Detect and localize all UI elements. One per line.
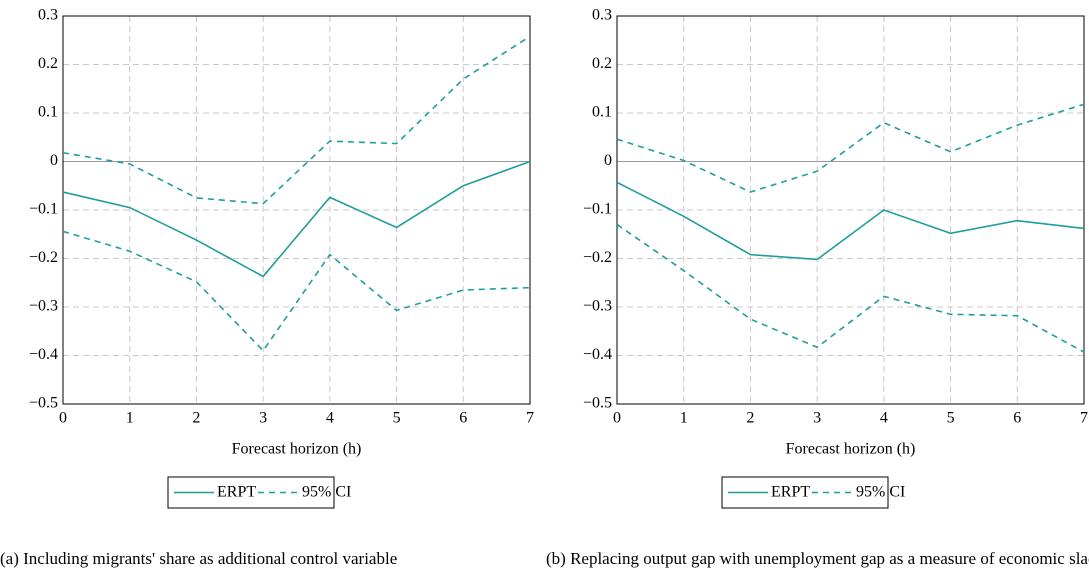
- x-tick-label: 5: [393, 410, 401, 427]
- x-tick-label: 0: [59, 410, 67, 427]
- y-tick-label: −0.1: [583, 201, 612, 218]
- x-tick-label: 1: [126, 410, 134, 427]
- x-tick-label: 2: [192, 410, 200, 427]
- y-tick-label: 0: [50, 152, 58, 169]
- ci-lower-line: [62, 230, 531, 352]
- y-tick-label: −0.2: [583, 249, 612, 266]
- y-tick-label: 0.1: [592, 104, 612, 121]
- y-tick-label: −0.5: [583, 395, 612, 412]
- ci-lower-line: [616, 223, 1085, 353]
- plot-frame: [62, 15, 531, 405]
- x-tick-label: 5: [947, 410, 955, 427]
- caption: (b) Replacing output gap with unemployme…: [546, 549, 1089, 568]
- x-tick-label: 2: [746, 410, 754, 427]
- y-tick-label: −0.1: [29, 201, 58, 218]
- legend-label: 95% CI: [302, 484, 351, 501]
- series-line: [616, 181, 1085, 261]
- x-axis-label: Forecast horizon (h): [786, 441, 916, 458]
- y-tick-label: −0.3: [29, 298, 58, 315]
- ci-upper-line: [62, 35, 531, 205]
- x-tick-label: 4: [880, 410, 888, 427]
- x-tick-label: 3: [813, 410, 821, 427]
- legend-label: ERPT: [217, 484, 256, 501]
- x-tick-label: 7: [1080, 410, 1088, 427]
- y-tick-label: 0.2: [38, 55, 58, 72]
- legend-label: 95% CI: [856, 484, 905, 501]
- y-tick-label: −0.3: [583, 298, 612, 315]
- plot-frame: [616, 15, 1085, 405]
- x-tick-label: 6: [1013, 410, 1021, 427]
- chart: −0.5 −0.4 −0.3 −0.2 −0.1 0 0.1 0.2 0.3 0 1 2 3 4 5 6 7 Fo…: [29, 7, 1088, 509]
- x-tick-label: 1: [680, 410, 688, 427]
- x-tick-label: 4: [326, 410, 334, 427]
- x-tick-label: 6: [459, 410, 467, 427]
- ci-upper-line: [616, 103, 1085, 193]
- y-tick-label: 0: [604, 152, 612, 169]
- y-tick-label: 0.3: [38, 7, 58, 24]
- y-tick-label: −0.4: [583, 346, 612, 363]
- series-line: [62, 160, 531, 278]
- x-tick-label: 7: [526, 410, 534, 427]
- x-tick-label: 0: [613, 410, 621, 427]
- caption: (a) Including migrants' share as additio…: [0, 549, 398, 568]
- x-tick-label: 3: [259, 410, 267, 427]
- y-tick-label: −0.5: [29, 395, 58, 412]
- y-tick-label: −0.4: [29, 346, 58, 363]
- y-tick-label: 0.3: [592, 7, 612, 24]
- legend-label: ERPT: [771, 484, 810, 501]
- y-tick-label: 0.1: [38, 104, 58, 121]
- y-tick-label: 0.2: [592, 55, 612, 72]
- x-axis-label: Forecast horizon (h): [232, 441, 362, 458]
- y-tick-label: −0.2: [29, 249, 58, 266]
